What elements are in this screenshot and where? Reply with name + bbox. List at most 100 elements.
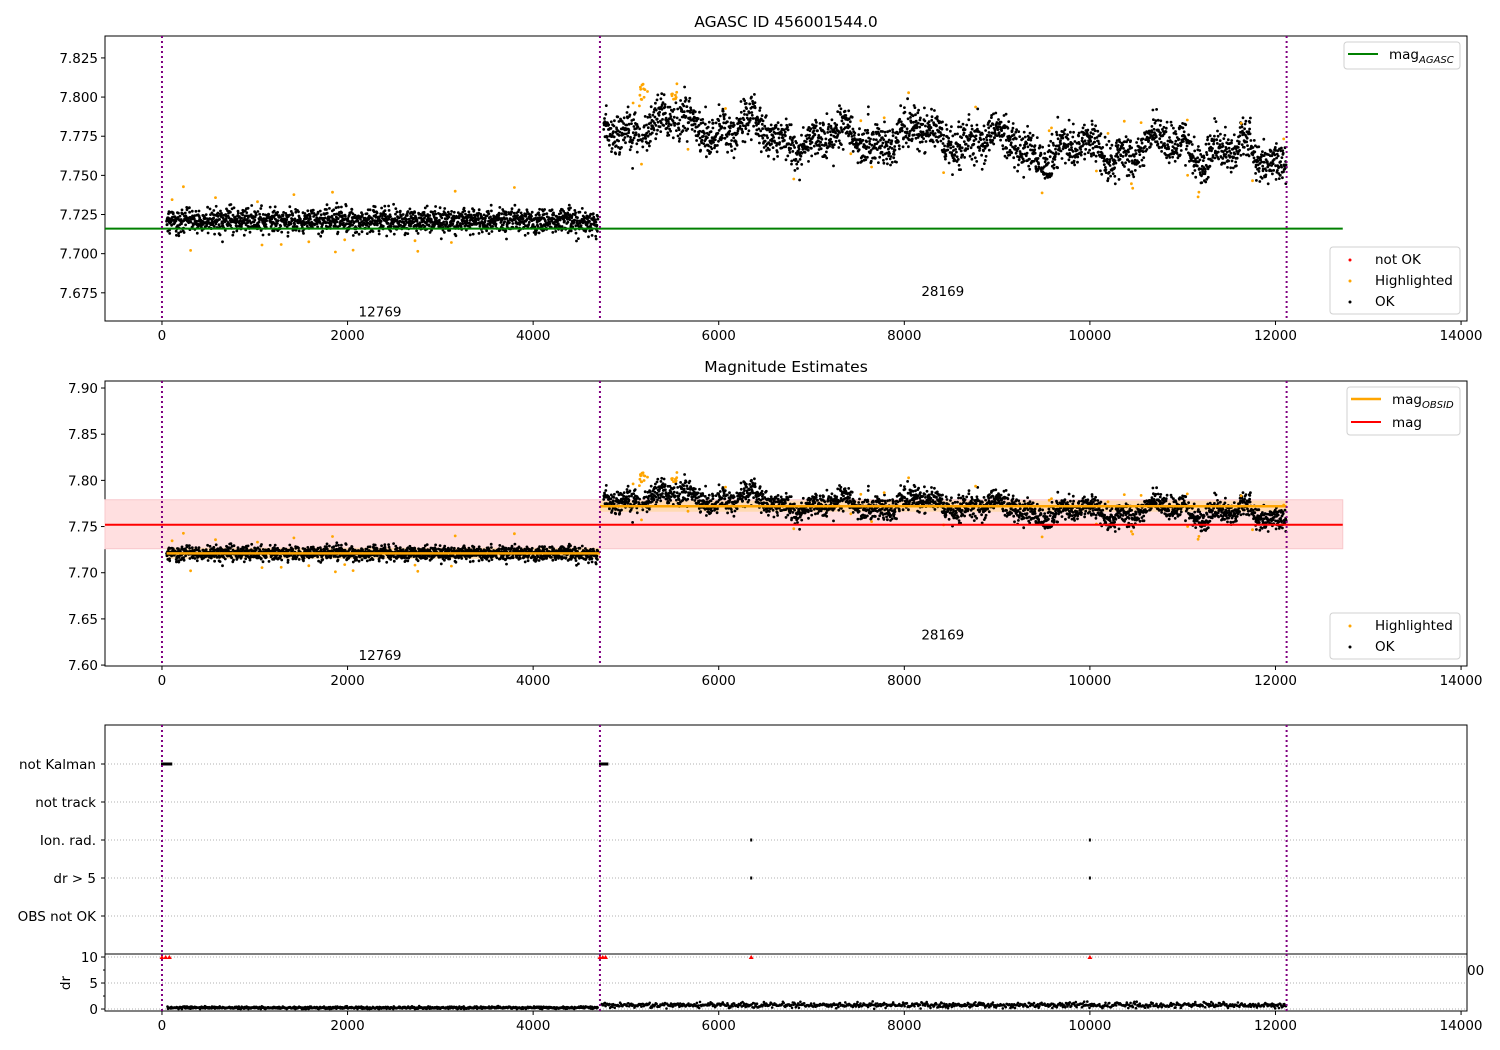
data-point-ok: [883, 120, 886, 124]
data-point-ok: [1204, 180, 1208, 184]
data-point-ok: [779, 123, 783, 127]
data-point-ok: [274, 224, 278, 228]
x-tick-label: 10000: [1068, 673, 1111, 689]
data-point-ok: [406, 232, 410, 236]
data-point-ok: [825, 112, 829, 115]
data-point-ok: [810, 141, 814, 144]
data-point-ok: [1016, 146, 1020, 150]
data-point-ok: [1099, 169, 1102, 173]
data-point-ok: [646, 134, 650, 138]
data-point-ok: [682, 110, 686, 114]
data-point-ok: [1173, 159, 1177, 163]
data-point-ok: [1017, 163, 1020, 167]
data-point-ok: [212, 225, 216, 228]
data-point-ok: [394, 207, 398, 211]
data-point-ok: [291, 548, 295, 552]
data-point-ok: [667, 133, 671, 137]
data-point-ok: [801, 126, 805, 129]
data-point-ok: [1182, 140, 1185, 143]
data-point-ok: [957, 120, 961, 124]
data-point-ok: [497, 211, 501, 215]
data-point-ok: [550, 208, 554, 212]
data-point-ok: [669, 123, 673, 127]
data-point-ok: [1266, 182, 1270, 186]
data-point-ok: [1277, 177, 1281, 181]
data-point-ok: [1179, 149, 1183, 152]
obsid-label: 12769: [359, 305, 402, 321]
data-point-ok: [1043, 176, 1047, 180]
data-point-ok: [762, 146, 766, 149]
data-point-ok: [224, 219, 228, 222]
y-tick-label: 7.775: [59, 129, 98, 145]
data-point-ok: [1210, 159, 1214, 163]
data-point-ok: [992, 142, 996, 146]
data-point-ok: [589, 212, 593, 216]
data-point-ok: [725, 135, 729, 138]
data-point-ok: [882, 138, 886, 142]
data-point-ok: [732, 156, 736, 160]
data-point-ok: [796, 167, 799, 170]
data-point-ok: [389, 224, 393, 228]
data-point-ok: [316, 225, 319, 229]
data-point-ok: [363, 216, 367, 220]
data-point-ok: [603, 120, 607, 124]
data-point-ok: [840, 143, 843, 147]
data-point-ok: [626, 105, 630, 109]
data-point-ok: [989, 124, 993, 128]
data-point-ok: [910, 137, 914, 141]
data-point-ok: [427, 224, 431, 228]
data-point-ok: [1052, 163, 1056, 167]
data-point-ok: [368, 208, 372, 212]
data-point-ok: [285, 218, 289, 222]
data-point-ok: [1024, 154, 1028, 158]
data-point-ok: [1261, 150, 1264, 154]
data-point-ok: [193, 214, 197, 218]
data-point-ok: [1167, 147, 1171, 151]
data-point-ok: [888, 157, 892, 161]
axes-1-frame: [104, 35, 1468, 322]
data-point-highlighted: [279, 243, 283, 246]
data-point-ok: [1155, 108, 1158, 111]
data-point-ok: [325, 211, 329, 215]
data-point-ok: [916, 111, 920, 115]
data-point-ok: [963, 156, 966, 159]
data-point-ok: [194, 209, 198, 213]
data-point-ok: [498, 206, 502, 209]
data-point-ok: [1121, 143, 1125, 147]
data-point-ok: [1022, 130, 1026, 134]
data-point-ok: [504, 210, 508, 214]
data-point-ok: [687, 99, 691, 103]
x-tick-label: 6000: [702, 328, 736, 344]
data-point-ok: [188, 206, 191, 210]
data-point-ok: [1090, 154, 1093, 158]
data-point-ok: [688, 116, 692, 120]
data-point-ok: [1260, 176, 1264, 180]
data-point-ok: [892, 156, 896, 160]
data-point-ok: [1007, 120, 1011, 123]
data-point-ok: [588, 220, 591, 223]
data-point-ok: [893, 145, 897, 148]
data-point-ok: [511, 222, 515, 225]
data-point-ok: [903, 110, 907, 114]
data-point-ok: [758, 141, 761, 145]
data-point-ok: [595, 223, 599, 227]
data-point-ok: [748, 102, 752, 106]
data-point-ok: [983, 159, 987, 162]
data-point-ok: [508, 221, 511, 225]
data-point-ok: [789, 135, 792, 139]
data-point-ok: [763, 139, 767, 143]
data-point-ok: [851, 127, 855, 131]
data-point-ok: [915, 125, 919, 128]
data-point-ok: [428, 214, 432, 217]
data-point-ok: [1235, 156, 1239, 160]
data-point-ok: [1159, 131, 1162, 135]
data-point-ok: [448, 229, 452, 232]
data-point-ok: [309, 217, 312, 221]
data-point-ok: [991, 123, 995, 126]
x-tick-label: 4000: [516, 328, 550, 344]
data-point-ok: [632, 118, 635, 121]
data-point-ok: [379, 219, 383, 223]
data-point-ok: [701, 121, 705, 125]
data-point-ok: [218, 218, 222, 221]
